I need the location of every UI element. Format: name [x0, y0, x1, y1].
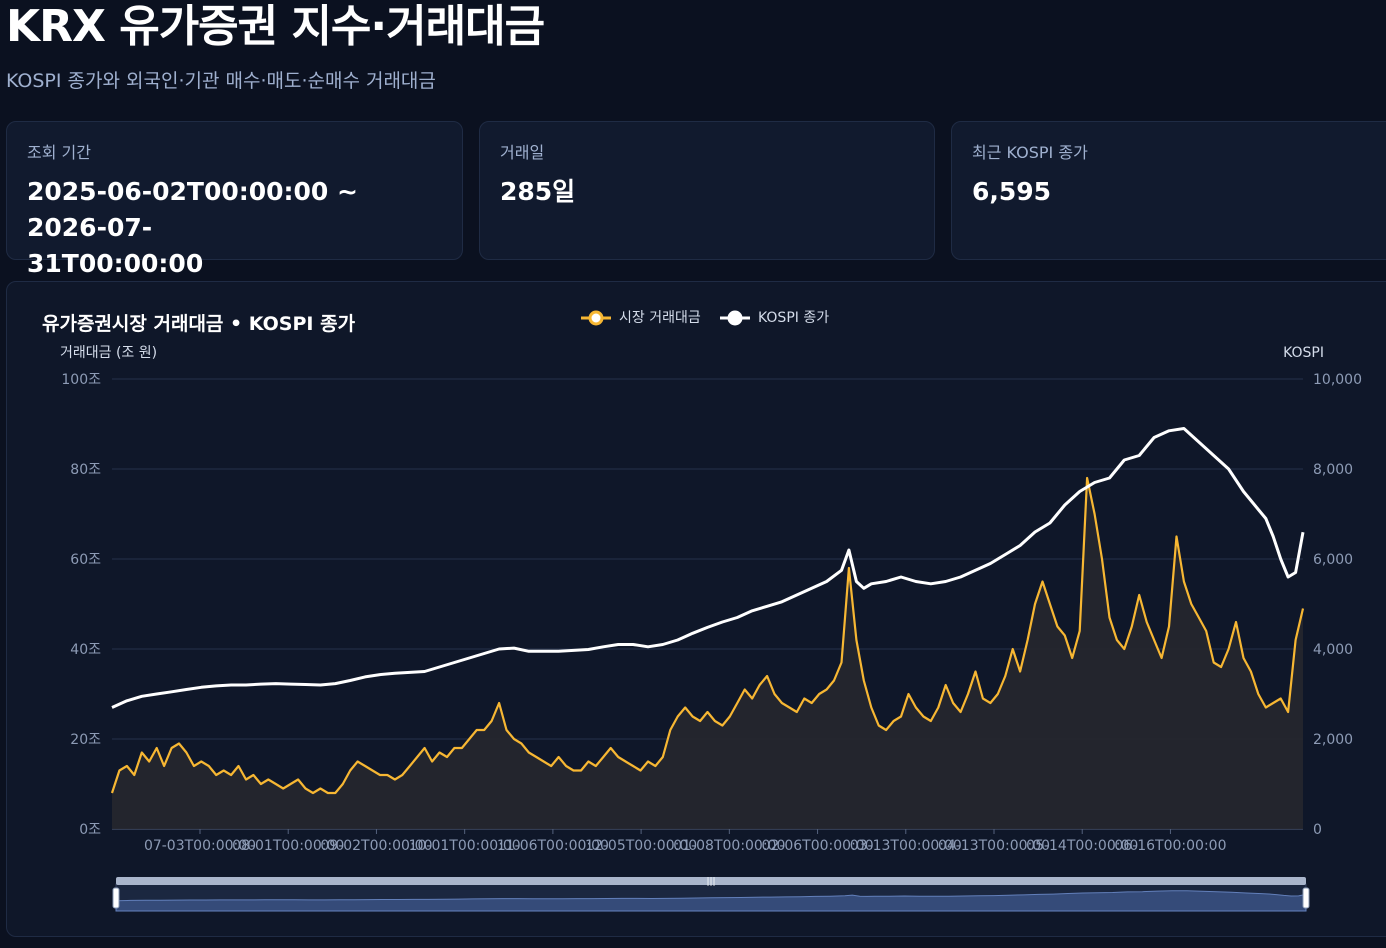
stat-value-period: 2025-06-02T00:00:00 ~ 2026-07- 31T00:00:… — [27, 174, 442, 282]
x-tick-label: 12-05T00:00:00 — [585, 838, 697, 854]
legend-item-kospi[interactable]: KOSPI 종가 — [720, 310, 829, 326]
zoom-handle-left[interactable] — [112, 887, 120, 909]
zoom-selection-bar[interactable] — [116, 877, 1306, 885]
kospi-series-line — [111, 427, 1305, 709]
y-right-ticks: 0 2,000 4,000 6,000 8,000 10,000 — [1313, 372, 1362, 838]
legend-kospi-marker — [727, 310, 743, 326]
stat-card-period: 조회 기간 2025-06-02T00:00:00 ~ 2026-07- 31T… — [6, 121, 463, 278]
stat-value-trading-days: 285일 — [500, 177, 576, 206]
x-tick-label: 11-06T00:00:00 — [497, 838, 609, 854]
stat-card-trading-days: 거래일 285일 — [479, 121, 935, 260]
y-right-tick-label: 8,000 — [1313, 462, 1353, 478]
y-left-axis-label: 거래대금 (조 원) — [60, 345, 157, 361]
legend-kospi-label: KOSPI 종가 — [758, 310, 829, 326]
y-right-tick-label: 0 — [1313, 822, 1322, 838]
x-tick-label: 06-16T00:00:00 — [1114, 838, 1226, 854]
turnover-series-line — [110, 476, 1305, 795]
zoom-grip-icon: ||| — [706, 877, 715, 887]
y-left-tick-label: 80조 — [70, 462, 101, 478]
x-tick-label: 07-03T00:00:00 — [144, 838, 256, 854]
x-tick-label: 05-14T00:00:00 — [1026, 838, 1138, 854]
y-left-ticks: 0조 20조 40조 60조 80조 100조 — [61, 372, 101, 838]
y-left-tick-label: 60조 — [70, 552, 101, 568]
stat-card-latest-kospi: 최근 KOSPI 종가 6,595 — [951, 121, 1386, 260]
legend-turnover-label: 시장 거래대금 — [619, 310, 701, 326]
y-right-tick-label: 10,000 — [1313, 372, 1362, 388]
series-layer — [110, 427, 1305, 829]
legend-item-turnover[interactable]: 시장 거래대금 — [581, 310, 701, 326]
stat-label-latest-kospi: 최근 KOSPI 종가 — [972, 143, 1088, 162]
x-tick-label: 08-01T00:00:00 — [232, 838, 344, 854]
chart-legend: 시장 거래대금 KOSPI 종가 — [581, 310, 829, 326]
y-right-tick-label: 6,000 — [1313, 552, 1353, 568]
stat-value-period-line1: 2025-06-02T00:00:00 ~ 2026-07- — [27, 177, 358, 242]
y-right-tick-label: 4,000 — [1313, 642, 1353, 658]
y-left-tick-label: 100조 — [61, 372, 101, 388]
y-right-axis-label: KOSPI — [1283, 345, 1324, 361]
legend-turnover-marker — [588, 310, 604, 326]
data-zoom-slider[interactable]: ||| — [112, 877, 1310, 912]
x-tick-label: 10-01T00:00:00 — [409, 838, 521, 854]
turnover-area — [112, 478, 1303, 829]
y-left-tick-label: 20조 — [70, 732, 101, 748]
x-tick-label: 02-06T00:00:00 — [762, 838, 874, 854]
stat-value-period-line2: 31T00:00:00 — [27, 249, 204, 278]
zoom-handle-right[interactable] — [1302, 887, 1310, 909]
zoom-preview-area — [115, 890, 1307, 912]
page-subtitle: KOSPI 종가와 외국인·기관 매수·매도·순매수 거래대금 — [6, 70, 436, 92]
y-left-tick-label: 40조 — [70, 642, 101, 658]
y-left-tick-label: 0조 — [79, 822, 101, 838]
x-tick-label: 01-08T00:00:00 — [673, 838, 785, 854]
x-tick-label: 09-02T00:00:00 — [320, 838, 432, 854]
x-ticks: 07-03T00:00:0008-01T00:00:0009-02T00:00:… — [144, 829, 1226, 854]
x-tick-label: 04-13T00:00:00 — [938, 838, 1050, 854]
stat-label-trading-days: 거래일 — [500, 143, 545, 162]
x-tick-label: 03-13T00:00:00 — [850, 838, 962, 854]
page-title: KRX 유가증권 지수·거래대금 — [6, 1, 545, 52]
chart-title: 유가증권시장 거래대금 • KOSPI 종가 — [42, 313, 356, 335]
stat-value-latest-kospi: 6,595 — [972, 177, 1052, 206]
y-right-tick-label: 2,000 — [1313, 732, 1353, 748]
stat-label-period: 조회 기간 — [27, 143, 91, 162]
